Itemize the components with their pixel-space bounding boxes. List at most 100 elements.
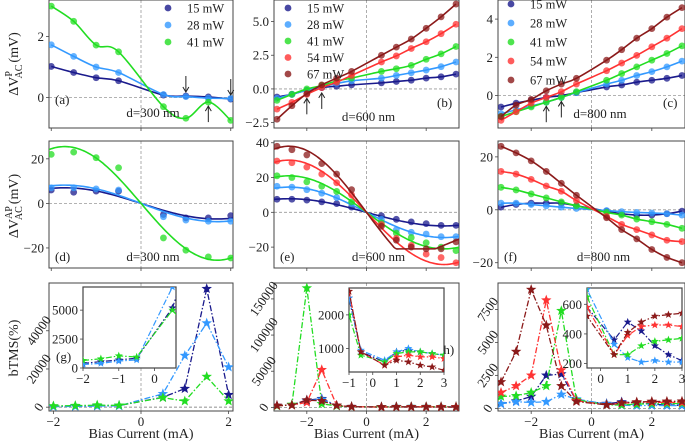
- star-marker: [510, 390, 522, 401]
- data-point: [498, 199, 505, 207]
- data-point: [92, 74, 100, 82]
- y-tick-label: 0: [480, 401, 496, 415]
- data-point: [437, 30, 445, 38]
- plot-area: [274, 0, 459, 123]
- data-point: [204, 98, 212, 106]
- data-point: [49, 150, 55, 158]
- data-point: [678, 57, 685, 65]
- data-point: [333, 188, 341, 195]
- data-point: [407, 243, 415, 251]
- data-point: [527, 201, 535, 208]
- star-marker: [525, 387, 537, 397]
- data-point: [407, 45, 415, 52]
- plot-area: [274, 283, 459, 411]
- plot-area: [498, 4, 685, 124]
- data-point: [648, 68, 656, 76]
- y-tick-label: −20: [473, 255, 493, 270]
- data-point: [303, 178, 311, 186]
- distance-annotation: d=600 nm: [342, 109, 395, 124]
- data-point: [348, 191, 355, 199]
- inset-star-marker: [392, 356, 401, 364]
- legend-marker: [507, 57, 515, 65]
- inset-star-marker: [610, 335, 619, 344]
- distance-annotation: d=800 nm: [577, 249, 630, 264]
- data-point: [663, 254, 671, 261]
- data-point: [542, 98, 550, 106]
- star-marker: [113, 399, 125, 410]
- y-tick-label: −20: [24, 240, 44, 255]
- data-point: [542, 94, 550, 101]
- data-point: [333, 74, 341, 82]
- data-point: [274, 172, 281, 180]
- x-tick-label: 0: [363, 414, 370, 429]
- data-point: [92, 185, 100, 193]
- label-unit: (mV): [7, 174, 22, 205]
- arrow-head: [318, 91, 326, 99]
- legend-label: 28 mW: [307, 18, 344, 32]
- inset-star-marker: [664, 320, 673, 329]
- label-subscript: AC: [14, 64, 25, 78]
- star-marker: [498, 398, 507, 409]
- data-point: [422, 24, 430, 32]
- data-point: [452, 247, 459, 255]
- data-point: [648, 231, 656, 239]
- inset-g: −2 −1 0 0 2500 5000: [52, 286, 177, 386]
- data-point: [303, 163, 311, 171]
- legend: 15 mW 28 mW 41 mW: [164, 2, 224, 50]
- data-point: [437, 13, 445, 21]
- label-unit: (mV): [7, 32, 22, 63]
- data-point: [92, 154, 100, 162]
- data-point: [557, 187, 565, 195]
- data-point: [422, 38, 430, 46]
- legend-label: 28 mW: [187, 19, 224, 33]
- star-marker: [391, 401, 402, 411]
- data-point: [603, 56, 610, 64]
- data-point: [407, 35, 415, 43]
- inset-star-marker: [678, 322, 682, 330]
- inset-h: −1 0 1 2 3 1000 2000: [318, 287, 447, 390]
- legend-marker: [284, 70, 292, 78]
- x-tick-label: 0: [138, 414, 145, 429]
- inset-star-marker: [637, 357, 646, 366]
- star-marker: [179, 395, 191, 406]
- star-marker: [201, 317, 212, 328]
- data-point: [392, 236, 400, 244]
- data-point: [318, 170, 326, 178]
- data-point: [648, 76, 656, 84]
- data-point: [437, 245, 445, 253]
- x-tick-label: −2: [46, 414, 60, 429]
- data-point: [678, 238, 685, 245]
- star-marker: [556, 389, 567, 399]
- data-point: [573, 197, 580, 204]
- data-point: [663, 63, 671, 71]
- inset-star-marker: [356, 351, 365, 359]
- data-point: [648, 246, 656, 253]
- arrow-head: [182, 86, 190, 93]
- data-point: [452, 238, 459, 246]
- data-point: [573, 74, 580, 82]
- inset-series-line: [349, 309, 444, 363]
- x-axis-label: Bias Current (mA): [89, 427, 194, 442]
- data-point: [407, 69, 415, 77]
- data-point: [92, 41, 100, 49]
- data-point: [182, 114, 190, 122]
- legend-label: 67 mW: [530, 74, 567, 88]
- inset-star-marker: [356, 347, 365, 356]
- star-marker: [346, 401, 357, 411]
- star-marker: [556, 380, 567, 391]
- x-tick-label: 1: [624, 371, 631, 386]
- series-line: [53, 375, 230, 407]
- data-point: [512, 170, 520, 178]
- data-point: [49, 2, 55, 10]
- label-delta: ΔV: [7, 77, 22, 96]
- data-point: [407, 228, 415, 236]
- data-point: [70, 148, 78, 156]
- star-marker: [179, 383, 191, 394]
- plot-area: [274, 142, 459, 267]
- inset-star-marker: [610, 340, 619, 348]
- data-point: [678, 259, 685, 267]
- y-axis-label-a: ΔVPAC(mV): [4, 32, 25, 96]
- star-marker: [571, 396, 582, 406]
- data-point: [115, 164, 122, 172]
